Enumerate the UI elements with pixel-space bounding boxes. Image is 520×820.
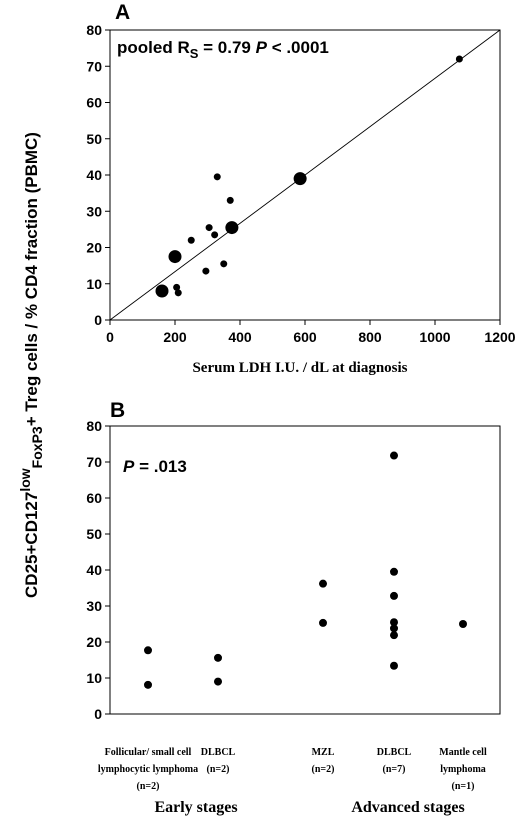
panel-a-label: A <box>115 1 130 24</box>
y-tick-label: 70 <box>86 454 102 470</box>
y-tick-label: 40 <box>86 167 102 183</box>
data-point <box>220 260 228 268</box>
data-point <box>390 631 398 640</box>
category-label: MZL (n=2) <box>312 747 335 775</box>
y-tick-label: 70 <box>86 58 102 74</box>
data-point <box>293 172 307 186</box>
data-point <box>155 284 169 298</box>
category-label: DLBCL (n=7) <box>377 747 412 775</box>
data-point <box>214 653 222 662</box>
panel-a-y-axis: 0 10 20 30 40 50 60 70 80 <box>86 22 110 328</box>
panel-b-label: B <box>110 399 125 422</box>
x-tick-label: 200 <box>163 329 187 345</box>
panel-b-group-advanced: Advanced stages <box>351 799 464 816</box>
data-point <box>174 289 182 297</box>
y-tick-label: 80 <box>86 418 102 434</box>
data-point <box>213 173 221 181</box>
panel-a: A pooled RS = 0.79 P < .0001 0 10 20 30 40 50… <box>86 1 515 376</box>
data-point <box>390 591 398 600</box>
x-tick-label: 800 <box>358 329 382 345</box>
data-point <box>319 618 327 627</box>
y-tick-label: 10 <box>86 670 102 686</box>
data-point <box>144 646 152 655</box>
panel-b-y-axis: 0 10 20 30 40 50 60 70 80 <box>86 418 110 722</box>
data-point <box>319 579 327 588</box>
category-label: Follicular/ small cell lymphocytic lympho… <box>98 747 198 792</box>
panel-a-x-axis-label: Serum LDH I.U. / dL at diagnosis <box>192 360 407 376</box>
panel-b-group-early: Early stages <box>154 799 237 816</box>
y-tick-label: 30 <box>86 203 102 219</box>
x-tick-label: 1200 <box>484 329 515 345</box>
data-point <box>205 224 213 232</box>
y-tick-label: 50 <box>86 526 102 542</box>
x-tick-label: 400 <box>228 329 252 345</box>
category-label: Mantle cell lymphoma (n=1) <box>439 747 487 792</box>
x-tick-label: 600 <box>293 329 317 345</box>
x-tick-label: 1000 <box>419 329 450 345</box>
y-tick-label: 60 <box>86 95 102 111</box>
y-tick-label: 80 <box>86 22 102 38</box>
y-tick-label: 50 <box>86 131 102 147</box>
panel-a-data-points <box>155 55 463 298</box>
x-tick-label: 0 <box>106 329 114 345</box>
y-tick-label: 10 <box>86 276 102 292</box>
y-tick-label: 20 <box>86 634 102 650</box>
data-point <box>168 250 182 264</box>
data-point <box>202 267 210 275</box>
data-point <box>187 236 195 244</box>
y-tick-label: 20 <box>86 240 102 256</box>
shared-y-axis-label: CD25+CD127lowFoxP3+ Treg cells / % CD4 f… <box>17 132 45 598</box>
data-point <box>390 661 398 670</box>
data-point <box>214 677 222 686</box>
y-tick-label: 0 <box>94 706 102 722</box>
data-point <box>390 624 398 633</box>
category-label: DLBCL (n=2) <box>201 747 236 775</box>
data-point <box>459 620 467 628</box>
y-tick-label: 40 <box>86 562 102 578</box>
panel-b-category-labels: Follicular/ small cell lymphocytic lympho… <box>98 747 487 792</box>
data-point <box>390 451 398 460</box>
y-tick-label: 0 <box>94 312 102 328</box>
y-tick-label: 30 <box>86 598 102 614</box>
data-point <box>144 680 152 689</box>
data-point <box>225 221 239 235</box>
panel-b-p-annotation: P = .013 <box>123 457 187 476</box>
data-point <box>390 618 398 627</box>
data-point <box>455 55 463 63</box>
panel-b-data-points <box>144 451 467 689</box>
panel-b: B P = .013 0 10 20 30 40 50 60 70 80 Follicular/… <box>86 399 501 816</box>
data-point <box>226 196 234 204</box>
panel-a-correlation-annotation: pooled RS = 0.79 P < .0001 <box>117 38 329 61</box>
data-point <box>173 283 181 291</box>
data-point <box>211 231 219 239</box>
data-point <box>390 567 398 576</box>
panel-a-x-axis: 0 200 400 600 800 1000 1200 <box>106 320 516 345</box>
y-tick-label: 60 <box>86 490 102 506</box>
